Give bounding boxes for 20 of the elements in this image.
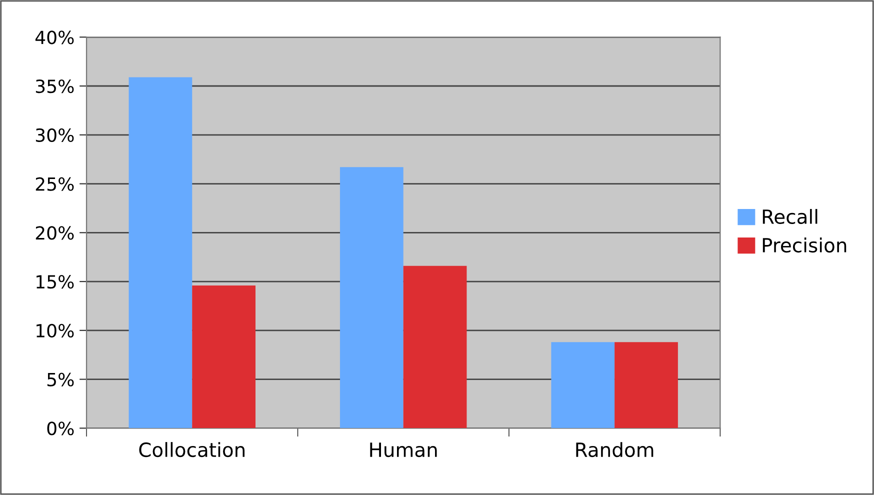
y-tick-label: 30% (36, 128, 74, 142)
y-tick-label: 15% (36, 274, 74, 289)
x-tick-label: Human (370, 442, 437, 458)
bar (128, 77, 192, 428)
y-tick-label: 40% (35, 30, 74, 44)
bar (614, 342, 678, 428)
y-tick-label: 25% (36, 177, 74, 191)
legend-label: Recall (762, 208, 818, 224)
y-tick-label: 0% (47, 422, 74, 436)
y-tick-label: 20% (36, 226, 74, 240)
bar (551, 342, 615, 428)
legend-label: Precision (762, 238, 846, 253)
x-tick-label: Random (576, 442, 654, 458)
bar (340, 167, 404, 428)
y-tick-label: 35% (36, 79, 74, 94)
bar (192, 285, 256, 428)
bar (403, 266, 467, 428)
y-tick-label: 10% (36, 324, 74, 338)
x-tick-label: Collocation (139, 442, 244, 458)
y-tick-label: 5% (47, 372, 74, 386)
